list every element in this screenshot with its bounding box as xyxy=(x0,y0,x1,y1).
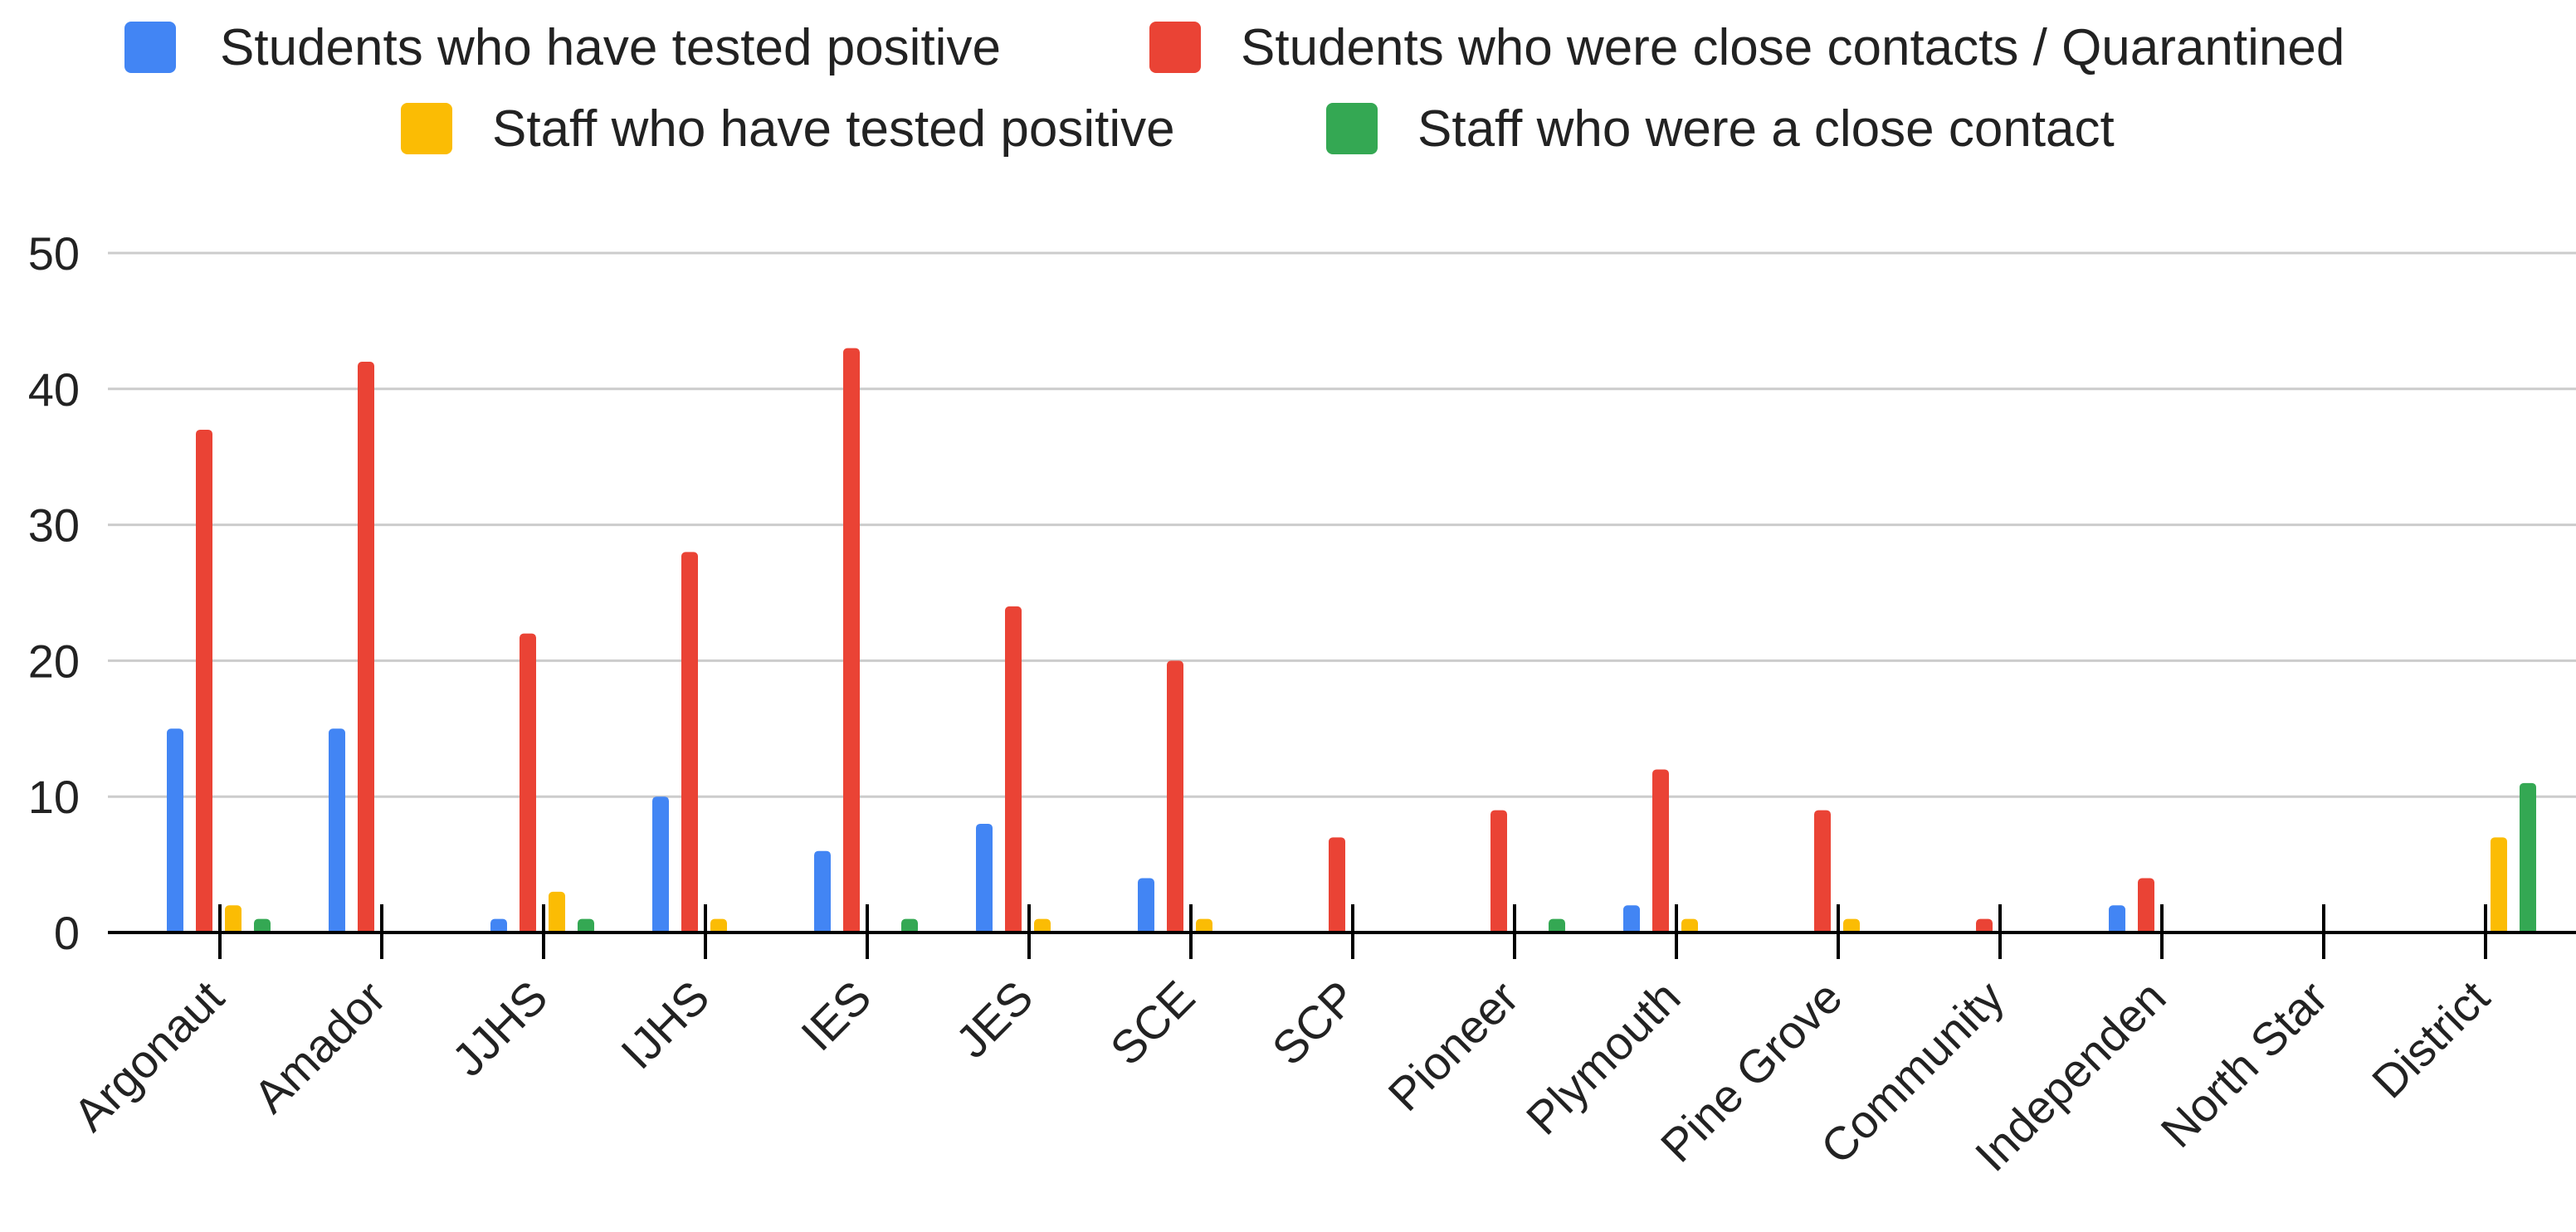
bar xyxy=(167,728,183,934)
legend-label: Staff who were a close contact xyxy=(1417,100,2115,158)
x-category-label: JES xyxy=(945,971,1042,1068)
x-category-label: IJHS xyxy=(611,971,719,1079)
y-tick-label: 50 xyxy=(28,227,80,280)
bar xyxy=(1490,810,1507,934)
x-category-label: SCP xyxy=(1262,971,1367,1075)
x-category-label: JJHS xyxy=(442,971,557,1086)
y-tick-label: 30 xyxy=(28,499,80,552)
bar xyxy=(1623,905,1640,934)
bar xyxy=(549,891,565,934)
y-gridlines xyxy=(108,251,2576,798)
legend-swatch xyxy=(124,22,176,73)
bar xyxy=(1329,837,1345,934)
y-tick-label: 0 xyxy=(54,907,80,959)
bar xyxy=(358,362,374,934)
bar xyxy=(1167,660,1183,934)
x-category-label: Argonaut xyxy=(63,971,234,1142)
bar xyxy=(225,905,242,934)
bar xyxy=(814,850,831,934)
bars xyxy=(167,348,2536,934)
y-axis-ticks: 0 10 20 30 40 50 xyxy=(28,227,80,959)
x-category-label: District xyxy=(2362,971,2500,1108)
bar xyxy=(1843,918,1860,934)
bar xyxy=(329,728,345,934)
x-category-label: SCE xyxy=(1100,971,1205,1075)
bar xyxy=(520,633,536,934)
bar xyxy=(2138,878,2154,934)
bar xyxy=(710,918,727,934)
bar xyxy=(901,918,918,934)
x-category-label: Pioneer xyxy=(1378,971,1528,1121)
bar xyxy=(1814,810,1831,934)
bar xyxy=(976,823,993,934)
x-category-label: Amador xyxy=(243,971,395,1122)
y-tick-label: 20 xyxy=(28,635,80,687)
x-category-label: Plymouth xyxy=(1516,971,1690,1145)
bar xyxy=(1681,918,1698,934)
bar xyxy=(1138,878,1154,934)
legend-swatch xyxy=(401,103,452,154)
legend-label: Students who were close contacts / Quara… xyxy=(1241,19,2344,76)
bar xyxy=(578,918,594,934)
bar xyxy=(2109,905,2125,934)
bar xyxy=(1005,606,1022,934)
bar xyxy=(2491,837,2507,934)
legend-swatch xyxy=(1326,103,1378,154)
bar xyxy=(490,918,507,934)
bar xyxy=(1652,769,1669,934)
x-category-label: IES xyxy=(791,971,881,1060)
legend-label: Students who have tested positive xyxy=(220,19,1001,76)
bar xyxy=(843,348,860,934)
legend-label: Staff who have tested positive xyxy=(492,100,1175,158)
y-tick-label: 40 xyxy=(28,363,80,416)
bar xyxy=(254,918,271,934)
x-category-label: North Star xyxy=(2150,971,2337,1157)
x-axis-labels: Argonaut Amador JJHS IJHS IES JES SCE SCP Pionee… xyxy=(63,971,2500,1181)
bar xyxy=(1976,918,1993,934)
bar xyxy=(681,552,698,934)
bar xyxy=(652,796,669,934)
bar xyxy=(1196,918,1212,934)
bar xyxy=(1034,918,1051,934)
bar xyxy=(2520,782,2536,934)
bar xyxy=(196,429,212,934)
bar xyxy=(1549,918,1565,934)
x-axis-ticks xyxy=(218,904,2487,959)
legend-swatch xyxy=(1149,22,1201,73)
chart-legend: Students who have tested positive Student… xyxy=(124,19,2344,158)
y-tick-label: 10 xyxy=(28,771,80,823)
